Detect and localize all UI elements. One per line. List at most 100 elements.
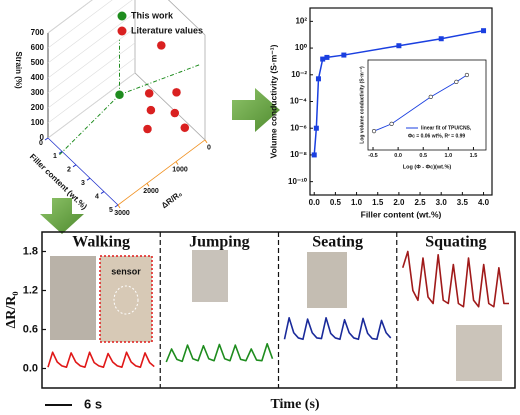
tick-mark xyxy=(204,139,208,144)
point xyxy=(180,122,190,133)
annotation: sensor xyxy=(111,266,141,276)
x-tick-label: 2 xyxy=(67,167,71,174)
point xyxy=(341,52,347,58)
point xyxy=(438,36,444,42)
photo-squatting xyxy=(456,325,502,381)
y-tick-label: 10⁻⁴ xyxy=(290,97,307,106)
x-tick-label: 5 xyxy=(109,207,113,214)
photo-jumping xyxy=(192,250,228,302)
y-tick-label: 10⁻² xyxy=(291,70,307,79)
legend-label: Literature values xyxy=(131,25,203,35)
point xyxy=(389,121,394,126)
y-tick-label: 1.8 xyxy=(23,245,38,257)
series-line xyxy=(47,351,155,368)
annotation: Φc = 0.06 wt%, R² = 0.99 xyxy=(408,133,465,139)
y-tick-label: 0.0 xyxy=(23,362,38,374)
y-tick-label: 2000 xyxy=(143,188,159,195)
x-tick-label: 4 xyxy=(95,193,99,200)
guide-line xyxy=(59,94,120,156)
point xyxy=(171,87,182,98)
point xyxy=(114,90,125,100)
x-tick-label: 1.5 xyxy=(372,198,384,207)
x-tick-label: 0 xyxy=(39,140,43,147)
tick-mark xyxy=(117,204,121,209)
tick-mark xyxy=(100,191,105,195)
tick-mark xyxy=(175,161,179,165)
y-tick-label: 10⁻¹⁰ xyxy=(288,177,308,186)
z-tick-label: 300 xyxy=(31,88,45,97)
y-axis-label: Volume conductivity (S·m⁻¹) xyxy=(268,44,278,158)
point xyxy=(371,129,377,134)
arrow-right xyxy=(232,88,280,132)
point xyxy=(315,76,321,82)
point xyxy=(142,124,153,134)
guide-line xyxy=(119,64,200,96)
x-tick-label: 2.5 xyxy=(414,198,426,207)
point xyxy=(396,43,402,49)
x-tick-label: 3.0 xyxy=(436,198,448,207)
legend-marker xyxy=(117,11,127,21)
y-tick-label: 10⁻⁸ xyxy=(290,150,307,159)
grid-line xyxy=(47,42,136,109)
sensor-circle xyxy=(113,285,139,315)
scale-bar-label: 6 s xyxy=(84,396,102,411)
x-axis-label: Time (s) xyxy=(270,397,319,412)
y-axis-label: ΔR/R₀ xyxy=(4,291,19,328)
z-tick-label: 200 xyxy=(31,103,45,112)
x-tick-label: -0.5 xyxy=(368,153,377,159)
panel-title: Walking xyxy=(72,234,130,251)
photo-seating xyxy=(307,252,347,308)
panel-title: Jumping xyxy=(189,234,249,251)
tick-mark xyxy=(44,137,49,141)
box-edge xyxy=(167,0,206,36)
y-tick-label: 0.6 xyxy=(23,323,38,335)
y-tick-label: 10⁻⁶ xyxy=(290,123,307,132)
y-axis-label: ΔR/R₀ xyxy=(160,189,184,210)
series-line xyxy=(401,250,509,308)
z-tick-label: 700 xyxy=(31,28,45,37)
photo-sensor xyxy=(99,255,153,343)
x-tick-label: 1 xyxy=(53,153,57,160)
point xyxy=(146,105,156,115)
x-tick-label: 1.0 xyxy=(351,198,363,207)
grid-line xyxy=(47,0,93,34)
grid-line xyxy=(47,12,136,79)
grid-line xyxy=(47,57,136,124)
x-axis-label: Log (Φ - Φc)(wt.%) xyxy=(403,164,452,170)
legend-marker xyxy=(117,26,127,36)
point xyxy=(156,40,167,51)
x-tick-label: 2.0 xyxy=(393,198,405,207)
z-tick-label: 0 xyxy=(40,133,45,142)
point xyxy=(324,54,330,60)
x-tick-label: 0.5 xyxy=(330,198,342,207)
z-tick-label: 400 xyxy=(31,73,45,82)
point xyxy=(428,94,433,99)
series-line xyxy=(283,317,392,341)
y-tick-label: 10⁰ xyxy=(295,43,308,52)
x-tick-label: 1.5 xyxy=(470,153,478,159)
x-axis-label: Filler content (wt.%) xyxy=(361,209,442,219)
x-tick-label: 0.5 xyxy=(419,153,427,159)
point xyxy=(311,152,317,158)
legend-label: linear fit of TPU/CNS, xyxy=(421,125,472,131)
point xyxy=(464,72,470,78)
axis-filler xyxy=(47,137,119,206)
point xyxy=(144,88,154,99)
tick-mark xyxy=(72,164,77,168)
z-tick-label: 100 xyxy=(31,118,45,127)
panel-title: Seating xyxy=(312,234,363,251)
x-tick-label: 3.5 xyxy=(457,198,469,207)
x-tick-label: 3 xyxy=(81,180,85,187)
point xyxy=(313,125,319,131)
point xyxy=(454,79,459,84)
grid-line xyxy=(47,0,113,49)
panel-title: Squating xyxy=(425,234,486,251)
photos xyxy=(50,250,502,381)
tick-mark xyxy=(146,183,150,187)
z-tick-label: 600 xyxy=(31,43,45,52)
tick-mark xyxy=(58,150,63,154)
grid-line xyxy=(47,27,136,94)
y-axis-label: Log volume conductivity (S·m⁻¹) xyxy=(359,66,365,144)
z-tick-label: 500 xyxy=(31,58,45,67)
axis-resistance xyxy=(117,139,206,206)
